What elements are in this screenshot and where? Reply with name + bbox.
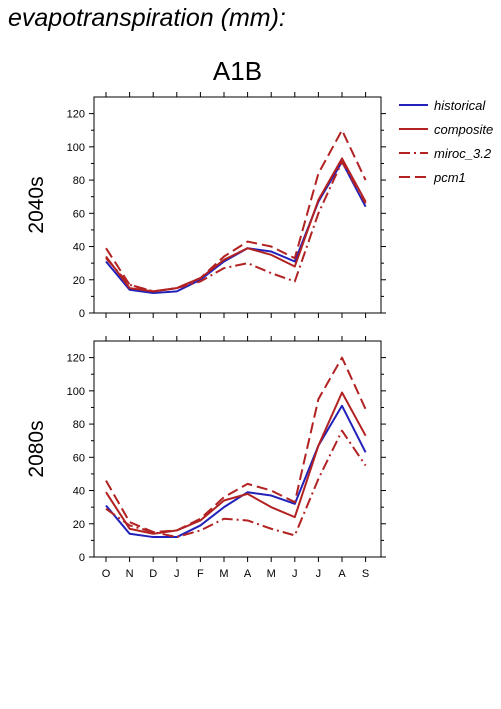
legend-label-composite: composite	[434, 122, 493, 137]
y-tick-label: 0	[79, 552, 85, 564]
panel-2080s: 0 20 40 60 80 100 120 O N D J F M A M J J A S 2080s	[25, 336, 386, 580]
legend-label-pcm1: pcm1	[433, 170, 466, 185]
row-label-2080s: 2080s	[25, 420, 48, 477]
series-line-miroc-3-2	[105, 429, 367, 539]
x-tick-label: J	[316, 568, 322, 580]
y-tick-label: 20	[73, 275, 85, 287]
row-label-2040s: 2040s	[25, 176, 48, 233]
scenario-title: A1B	[212, 56, 263, 86]
x-tick-label: S	[362, 568, 369, 580]
legend-label-miroc-3-2: miroc_3.2	[434, 146, 492, 161]
y-tick-label: 40	[73, 486, 85, 498]
series-line-pcm1	[105, 129, 367, 293]
series-line-composite	[105, 157, 367, 293]
y-tick-label: 120	[67, 109, 85, 121]
x-tick-label: J	[174, 568, 180, 580]
series-line-pcm1	[105, 356, 367, 534]
y-tick-label: 40	[73, 242, 85, 254]
legend-label-historical: historical	[434, 98, 486, 113]
series-line-historical	[105, 160, 367, 295]
x-tick-label: D	[149, 568, 157, 580]
x-tick-label: M	[219, 568, 228, 580]
figure-title: evapotranspiration (mm):	[8, 4, 286, 32]
x-tick-label: A	[244, 568, 252, 580]
legend: historical composite miroc_3.2 pcm1	[399, 98, 493, 185]
y-tick-label: 80	[73, 175, 85, 187]
x-tick-label: F	[197, 568, 204, 580]
plot-frame	[93, 340, 382, 558]
y-tick-label: 60	[73, 208, 85, 220]
x-tick-label: N	[126, 568, 134, 580]
y-tick-label: 60	[73, 452, 85, 464]
y-tick-label: 0	[79, 308, 85, 320]
y-tick-label: 20	[73, 519, 85, 531]
x-tick-label: J	[292, 568, 298, 580]
plot-frame	[93, 96, 382, 314]
y-tick-label: 80	[73, 419, 85, 431]
x-tick-label: M	[267, 568, 276, 580]
y-tick-label: 120	[67, 353, 85, 365]
x-tick-label: O	[102, 568, 111, 580]
x-tick-label: A	[338, 568, 346, 580]
series-line-composite	[105, 391, 367, 535]
y-tick-label: 100	[67, 386, 85, 398]
y-tick-label: 100	[67, 142, 85, 154]
series-line-miroc-3-2	[105, 160, 367, 293]
panel-2040s: 0 20 40 60 80 100 120 2040s	[25, 92, 386, 320]
